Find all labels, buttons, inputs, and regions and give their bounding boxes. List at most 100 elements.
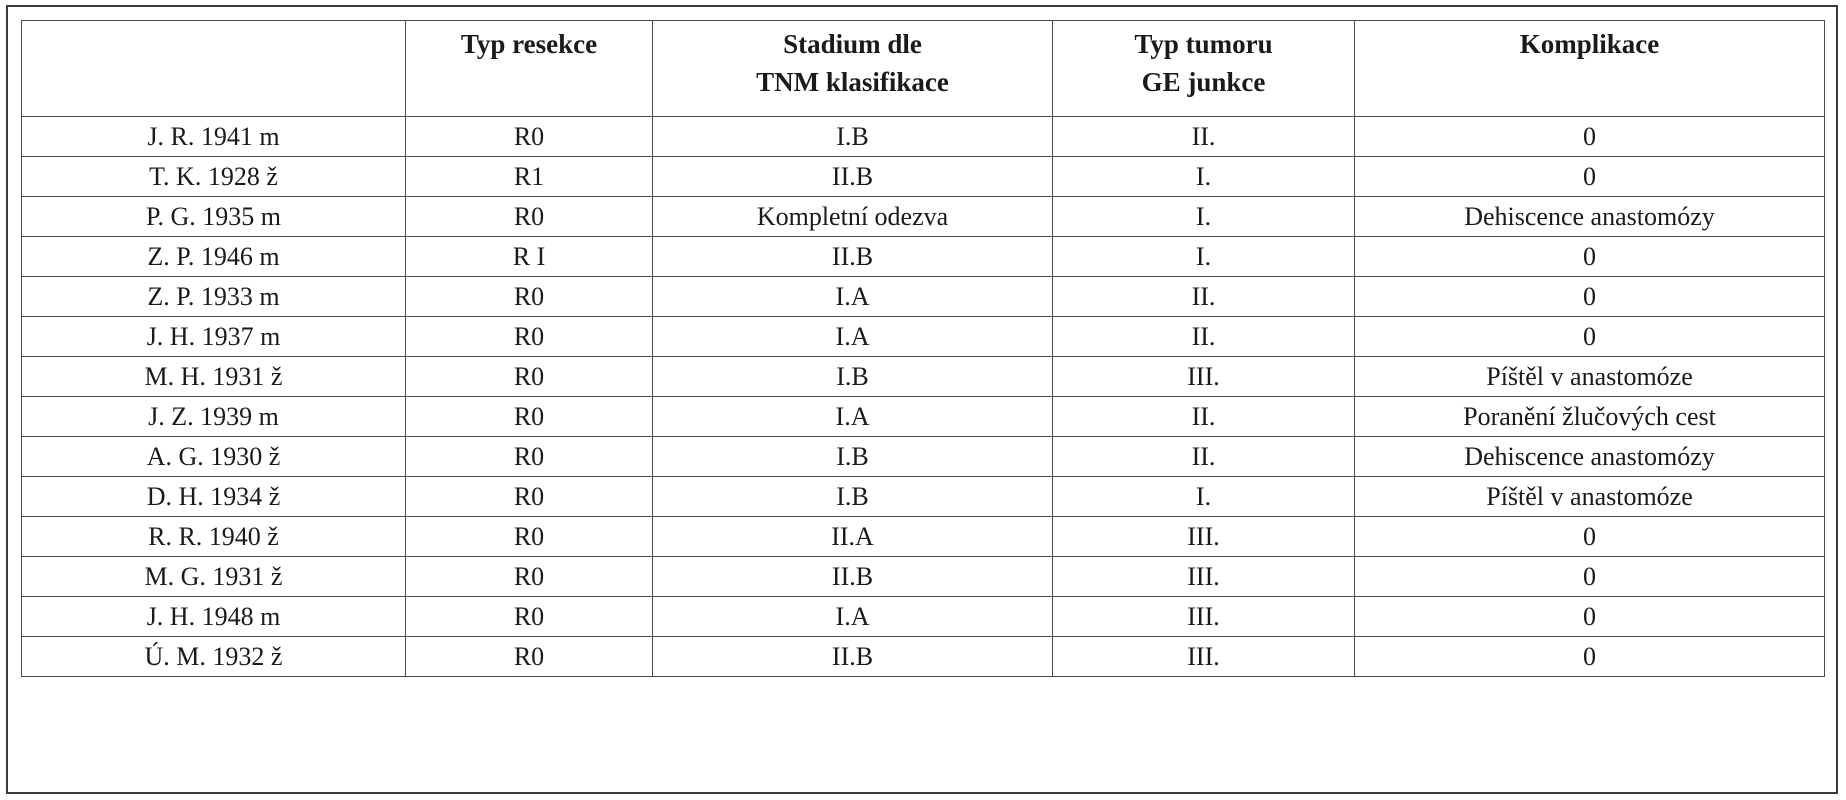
tumor-type-cell: II. [1052,316,1355,357]
resection-type-cell: R0 [405,116,653,157]
tumor-type-cell: II. [1052,276,1355,317]
table-row: J. H. 1948 m R0 I.A III. 0 [21,596,1825,637]
complication-cell: Poranění žlučových cest [1354,396,1825,437]
complication-cell: 0 [1354,156,1825,197]
complication-cell: 0 [1354,516,1825,557]
tumor-type-cell: III. [1052,516,1355,557]
patient-cell: M. G. 1931 ž [21,556,406,597]
complication-cell: Píštěl v anastomóze [1354,356,1825,397]
patient-cell: J. H. 1948 m [21,596,406,637]
complication-cell: 0 [1354,236,1825,277]
tnm-stage-cell: I.B [652,476,1053,517]
resection-type-cell: R0 [405,636,653,677]
patient-cell: J. H. 1937 m [21,316,406,357]
table-row: Z. P. 1933 m R0 I.A II. 0 [21,276,1825,317]
complication-cell: Dehiscence anastomózy [1354,196,1825,237]
tumor-type-cell: I. [1052,156,1355,197]
complication-cell: 0 [1354,116,1825,157]
table-body: J. R. 1941 m R0 I.B II. 0 T. K. 1928 ž R1 II.B I… [21,116,1825,677]
tnm-stage-cell: I.B [652,436,1053,477]
tnm-stage-cell: II.A [652,516,1053,557]
tumor-type-cell: III. [1052,356,1355,397]
complication-cell: 0 [1354,556,1825,597]
tnm-stage-cell: I.A [652,316,1053,357]
header-line: Typ resekce [460,29,598,59]
complication-cell: 0 [1354,276,1825,317]
tumor-type-cell: II. [1052,436,1355,477]
tnm-stage-cell: I.A [652,596,1053,637]
tumor-type-cell: III. [1052,556,1355,597]
table-row: A. G. 1930 ž R0 I.B II. Dehiscence anastomóz… [21,436,1825,477]
complication-cell: 0 [1354,596,1825,637]
tumor-type-cell: III. [1052,596,1355,637]
resection-type-cell: R0 [405,276,653,317]
header-line: GE junkce [1141,67,1266,97]
resection-type-cell: R1 [405,156,653,197]
header-resection-type: Typ resekce [405,20,653,117]
patient-cell: M. H. 1931 ž [21,356,406,397]
patient-cell: J. Z. 1939 m [21,396,406,437]
resection-type-cell: R I [405,236,653,277]
table-row: J. R. 1941 m R0 I.B II. 0 [21,116,1825,157]
header-line: TNM klasifikace [756,67,949,97]
tnm-stage-cell: II.B [652,156,1053,197]
header-line: Typ tumoru [1134,29,1273,59]
header-tumor-type: Typ tumoru GE junkce [1052,20,1355,117]
complication-cell: Dehiscence anastomózy [1354,436,1825,477]
tumor-type-cell: II. [1052,396,1355,437]
header-patient [21,20,406,117]
complication-cell: Píštěl v anastomóze [1354,476,1825,517]
table-row: M. H. 1931 ž R0 I.B III. Píštěl v anastomóze [21,356,1825,397]
complication-cell: 0 [1354,636,1825,677]
tnm-stage-cell: I.A [652,396,1053,437]
header-row: Typ resekce Stadium dle TNM klasifikace … [21,20,1825,117]
resection-type-cell: R0 [405,356,653,397]
patient-cell: R. R. 1940 ž [21,516,406,557]
tumor-type-cell: II. [1052,116,1355,157]
tnm-stage-cell: II.B [652,556,1053,597]
resection-type-cell: R0 [405,516,653,557]
tnm-stage-cell: II.B [652,636,1053,677]
header-tnm-stage: Stadium dle TNM klasifikace [652,20,1053,117]
tumor-type-cell: I. [1052,236,1355,277]
patients-table: Typ resekce Stadium dle TNM klasifikace … [21,20,1825,677]
patient-cell: Ú. M. 1932 ž [21,636,406,677]
table-row: Ú. M. 1932 ž R0 II.B III. 0 [21,636,1825,677]
table-row: P. G. 1935 m R0 Kompletní odezva I. Dehiscen… [21,196,1825,237]
patient-cell: J. R. 1941 m [21,116,406,157]
resection-type-cell: R0 [405,196,653,237]
tnm-stage-cell: I.A [652,276,1053,317]
patient-cell: T. K. 1928 ž [21,156,406,197]
resection-type-cell: R0 [405,556,653,597]
tumor-type-cell: III. [1052,636,1355,677]
tumor-type-cell: I. [1052,196,1355,237]
table-row: R. R. 1940 ž R0 II.A III. 0 [21,516,1825,557]
table-row: J. Z. 1939 m R0 I.A II. Poranění žlučových c… [21,396,1825,437]
header-line: Komplikace [1519,29,1660,59]
resection-type-cell: R0 [405,396,653,437]
patient-cell: D. H. 1934 ž [21,476,406,517]
patient-cell: A. G. 1930 ž [21,436,406,477]
table-frame [6,5,1838,794]
resection-type-cell: R0 [405,316,653,357]
complication-cell: 0 [1354,316,1825,357]
resection-type-cell: R0 [405,596,653,637]
tnm-stage-cell: II.B [652,236,1053,277]
patient-cell: Z. P. 1933 m [21,276,406,317]
tumor-type-cell: I. [1052,476,1355,517]
table-row: J. H. 1937 m R0 I.A II. 0 [21,316,1825,357]
table-header: Typ resekce Stadium dle TNM klasifikace … [21,20,1825,117]
table-row: D. H. 1934 ž R0 I.B I. Píštěl v anastomóze [21,476,1825,517]
tnm-stage-cell: Kompletní odezva [652,196,1053,237]
table-row: T. K. 1928 ž R1 II.B I. 0 [21,156,1825,197]
resection-type-cell: R0 [405,436,653,477]
tnm-stage-cell: I.B [652,356,1053,397]
patient-cell: Z. P. 1946 m [21,236,406,277]
tnm-stage-cell: I.B [652,116,1053,157]
header-complications: Komplikace [1354,20,1825,117]
resection-type-cell: R0 [405,476,653,517]
table-row: M. G. 1931 ž R0 II.B III. 0 [21,556,1825,597]
patient-cell: P. G. 1935 m [21,196,406,237]
header-line: Stadium dle [783,29,922,59]
